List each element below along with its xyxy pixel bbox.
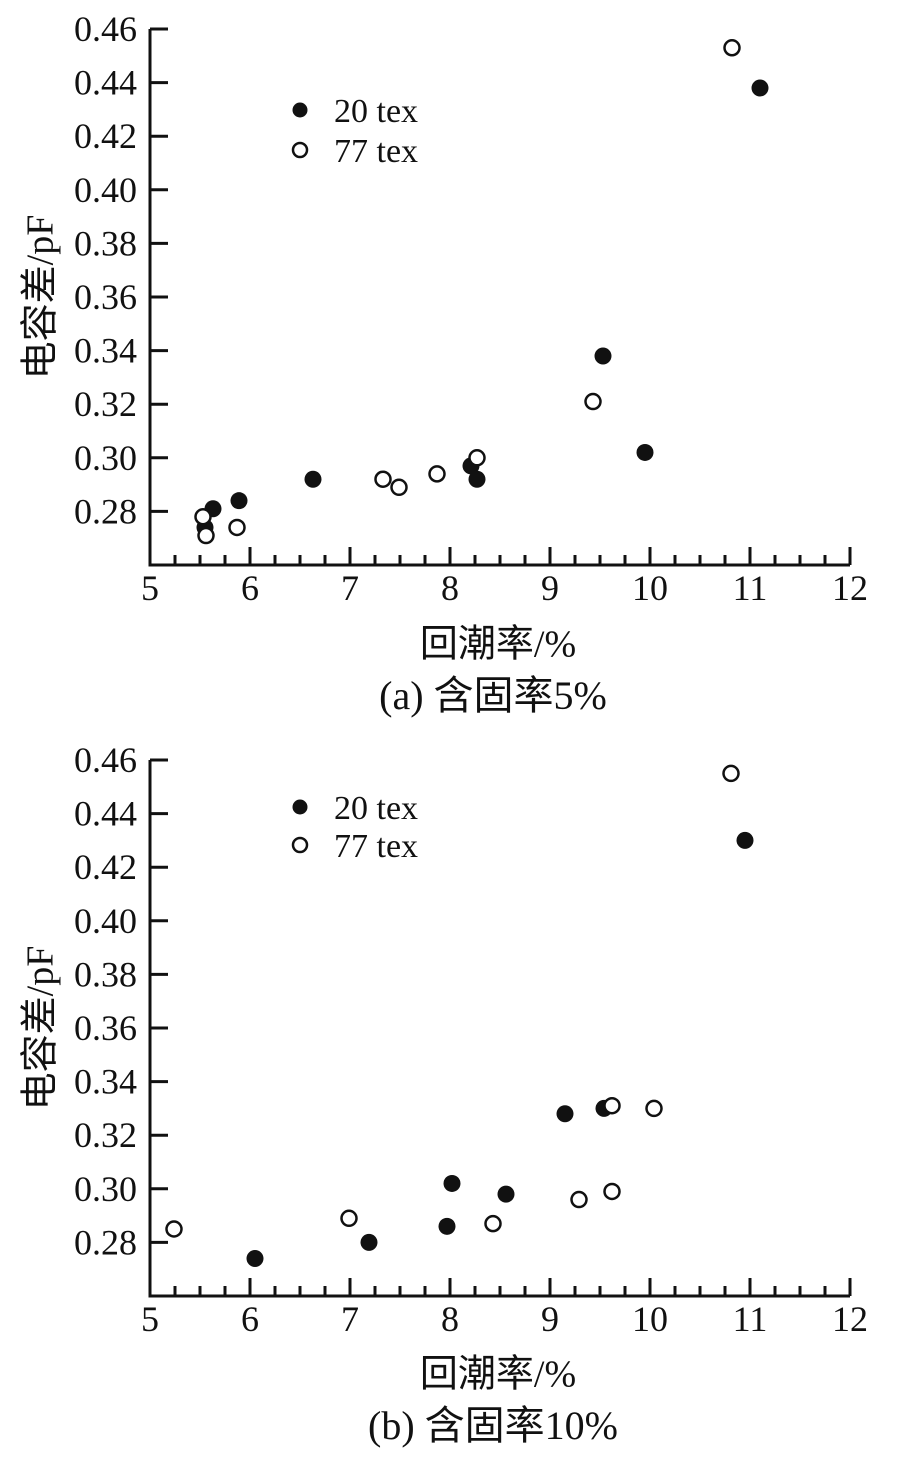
y-tick-label: 0.32: [74, 1115, 137, 1155]
x-axis-label-panel-a: 回潮率/%: [419, 623, 577, 666]
x-tick-label: 5: [141, 568, 159, 608]
data-point-20tex: [736, 831, 754, 849]
data-point-77tex: [428, 465, 446, 483]
y-tick-label: 0.44: [74, 63, 137, 103]
y-tick-label: 0.28: [74, 491, 137, 531]
legend-marker-filled-circle: [292, 102, 308, 118]
data-point-20tex: [497, 1185, 515, 1203]
x-tick-label: 7: [341, 568, 359, 608]
y-tick-label: 0.40: [74, 901, 137, 941]
y-tick-label: 0.30: [74, 438, 137, 478]
legend-label: 77 tex: [334, 828, 418, 865]
data-point-77tex: [484, 1214, 502, 1233]
y-tick-label: 0.46: [74, 740, 137, 780]
data-point-77tex: [197, 526, 215, 545]
y-tick-label: 0.36: [74, 1008, 137, 1048]
y-axis-label-panel-b: 电容差/pF: [19, 945, 62, 1111]
x-tick-label: 8: [441, 1299, 459, 1339]
caption-panel-b: (b) 含固率10%: [368, 1403, 618, 1448]
axes-panel-b: [148, 760, 850, 1298]
data-point-20tex: [636, 443, 654, 461]
data-point-20tex: [230, 492, 248, 510]
y-tick-label: 0.34: [74, 1062, 137, 1102]
data-point-77tex: [390, 478, 408, 497]
data-point-77tex: [570, 1190, 588, 1209]
x-tick-label: 6: [241, 568, 259, 608]
data-point-77tex: [468, 449, 486, 467]
y-tick-label: 0.34: [74, 331, 137, 371]
y-tick-label: 0.44: [74, 794, 137, 834]
y-tick-label: 0.40: [74, 170, 137, 210]
x-tick-label: 7: [341, 1299, 359, 1339]
x-tick-label: 9: [541, 568, 559, 608]
data-point-20tex: [468, 470, 486, 488]
data-point-77tex: [603, 1182, 621, 1201]
y-tick-label: 0.42: [74, 847, 137, 887]
y-tick-label: 0.42: [74, 116, 137, 156]
x-tick-label: 10: [632, 1299, 668, 1339]
y-tick-label: 0.28: [74, 1222, 137, 1262]
data-point-77tex: [340, 1209, 358, 1228]
data-point-77tex: [228, 518, 246, 537]
legend-label: 20 tex: [334, 790, 418, 827]
data-point-20tex: [594, 347, 612, 365]
data-point-77tex: [723, 39, 741, 57]
x-tick-label: 8: [441, 568, 459, 608]
legend-label: 20 tex: [334, 93, 418, 130]
x-tick-label: 10: [632, 568, 668, 608]
caption-panel-a: (a) 含固率5%: [379, 673, 607, 718]
legend-label: 77 tex: [334, 133, 418, 170]
data-point-20tex: [360, 1233, 378, 1251]
data-point-20tex: [751, 79, 769, 97]
legend-marker-filled-circle: [292, 799, 308, 815]
data-point-77tex: [194, 508, 212, 526]
y-tick-label: 0.38: [74, 954, 137, 994]
data-point-20tex: [556, 1105, 574, 1123]
data-point-77tex: [374, 470, 392, 488]
x-tick-label: 11: [733, 568, 768, 608]
legend-marker-open-circle: [291, 141, 309, 159]
data-point-20tex: [304, 470, 322, 488]
y-tick-label: 0.46: [74, 9, 137, 49]
x-tick-label: 9: [541, 1299, 559, 1339]
legend-marker-open-circle: [291, 836, 309, 854]
data-point-20tex: [246, 1249, 264, 1267]
y-tick-label: 0.30: [74, 1169, 137, 1209]
x-tick-label: 11: [733, 1299, 768, 1339]
y-tick-label: 0.32: [74, 384, 137, 424]
data-point-77tex: [722, 764, 740, 783]
x-tick-label: 5: [141, 1299, 159, 1339]
y-tick-label: 0.38: [74, 223, 137, 263]
data-point-77tex: [603, 1096, 621, 1115]
data-point-20tex: [443, 1174, 461, 1192]
x-tick-label: 12: [832, 568, 868, 608]
axes-panel-a: [148, 29, 850, 567]
x-tick-label: 6: [241, 1299, 259, 1339]
data-point-77tex: [165, 1220, 183, 1238]
x-axis-label-panel-b: 回潮率/%: [419, 1353, 577, 1396]
data-point-77tex: [645, 1099, 663, 1118]
data-point-77tex: [584, 392, 602, 411]
x-tick-label: 12: [832, 1299, 868, 1339]
data-point-20tex: [438, 1217, 456, 1235]
y-axis-label-panel-a: 电容差/pF: [19, 214, 62, 380]
y-tick-label: 0.36: [74, 277, 137, 317]
